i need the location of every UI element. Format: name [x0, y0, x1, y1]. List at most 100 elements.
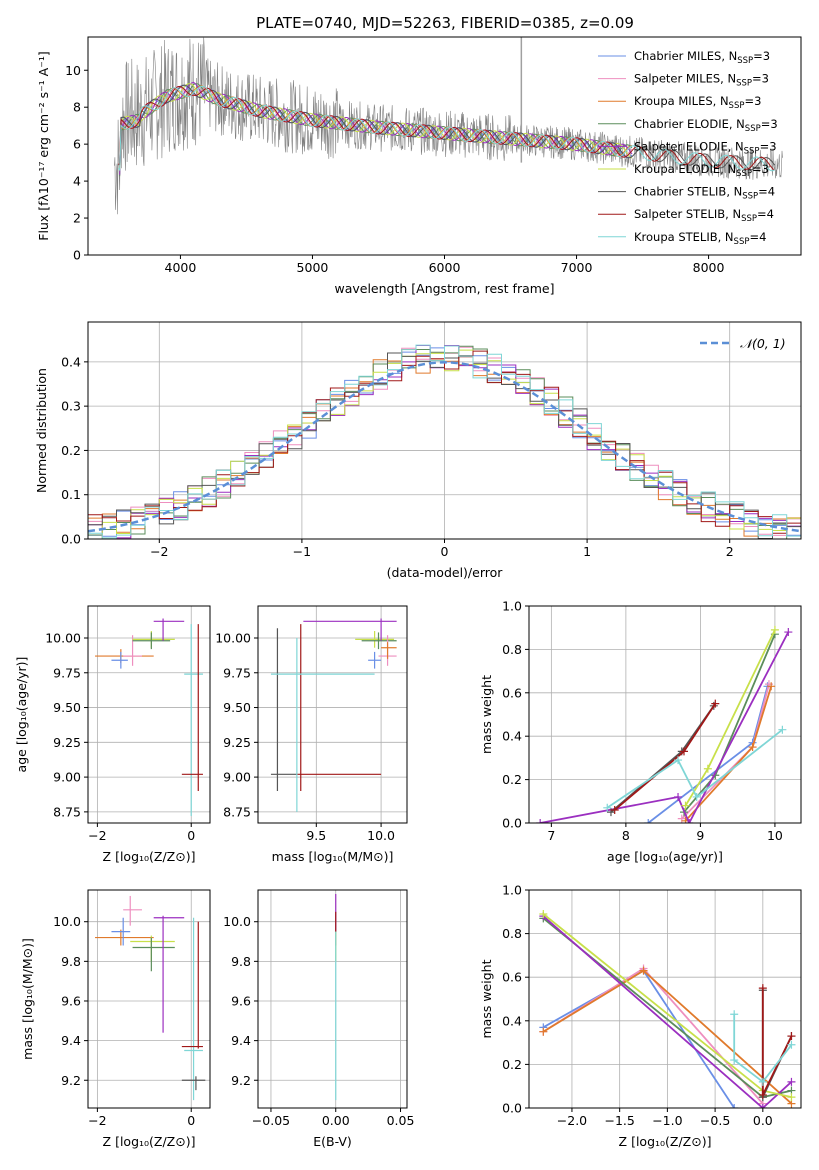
x-tick-label: −0.5	[700, 1113, 730, 1128]
y-tick-label: 9.6	[231, 993, 251, 1008]
chabrier_stelib-point	[270, 628, 297, 792]
y-tick-label: 0.1	[61, 487, 81, 502]
x-tick-label: 0.00	[322, 1113, 350, 1128]
y-axis-label: mass weight	[479, 675, 494, 754]
x-tick-label: −2	[88, 1113, 106, 1128]
kroupa_miles-point	[381, 642, 397, 659]
chabrier_elodie-model-line	[119, 83, 633, 177]
data-point-marker	[685, 819, 694, 823]
x-axis-label: Z [log₁₀(Z/Z⊙)]	[103, 1134, 196, 1149]
x-tick-label: 10	[767, 828, 783, 843]
y-tick-label: 9.00	[223, 770, 251, 785]
y-axis-label: mass weight	[479, 959, 494, 1038]
y-axis-label: age [log₁₀(age/yr)]	[14, 657, 29, 773]
y-axis-label: mass [log₁₀(M/M⊙)]	[20, 938, 35, 1060]
data-point-marker	[730, 1104, 739, 1108]
kroupa_elodie-series	[681, 625, 779, 810]
y-tick-label: 0.0	[61, 532, 81, 547]
data-point-marker	[730, 1010, 739, 1019]
x-tick-label: 0.05	[387, 1113, 415, 1128]
data-point-marker	[748, 743, 757, 752]
y-tick-label: 0.2	[502, 1057, 522, 1072]
x-tick-label: −2.0	[557, 1113, 587, 1128]
y-tick-label: 0.0	[502, 816, 522, 831]
x-tick-label: 2	[726, 544, 734, 559]
weight_vs_age-plot-area	[536, 625, 793, 823]
x-tick-label: 4000	[165, 260, 197, 275]
weight_vs_age-background	[529, 606, 801, 823]
mass_vs_z-frame	[87, 889, 211, 1109]
x-tick-label: −1.0	[652, 1113, 682, 1128]
x-tick-label: 0.0	[753, 1113, 773, 1128]
age_vs_mass-panel: 9.5 10.0 8.75 9.00 9.25 9.50 9.75 10.00 mass [lo…	[215, 605, 408, 864]
salpeter_stelib-histogram	[88, 350, 801, 534]
y-tick-label: 9.2	[61, 1073, 81, 1088]
x-axis-label: Z [log₁₀(Z/Z⊙)]	[619, 1134, 712, 1149]
residuals-plot-area	[88, 344, 801, 539]
y-tick-label: 8.75	[223, 804, 251, 819]
data-point-marker	[674, 756, 683, 765]
legend-entry-kroupa_stelib: Kroupa STELIB, NSSP=4	[634, 230, 766, 247]
x-tick-label: 8	[622, 828, 630, 843]
mass_vs_z-panel: −2 0 9.2 9.4 9.6 9.8 10.0 Z [log₁₀(Z/Z⊙)] mass […	[20, 889, 211, 1149]
x-axis-label: mass [log₁₀(M/M⊙)]	[272, 849, 394, 864]
age_vs_z-background	[88, 606, 210, 823]
salpeter_elodie-series	[536, 628, 793, 823]
y-tick-label: 0.6	[502, 970, 522, 985]
kroupa_miles-point	[95, 929, 154, 946]
kroupa_stelib-point	[184, 624, 203, 817]
spectrum-legend: Chabrier MILES, NSSP=3 Salpeter MILES, NS…	[598, 49, 778, 247]
data-point-marker	[784, 628, 793, 637]
x-axis-label: (data-model)/error	[387, 565, 504, 580]
y-tick-label: 9.00	[53, 770, 81, 785]
y-tick-label: 10.0	[53, 914, 81, 929]
data-point-marker	[681, 801, 690, 810]
x-tick-label: 5000	[297, 260, 329, 275]
chabrier_stelib-point	[181, 1076, 206, 1091]
age_vs_mass-frame	[257, 605, 408, 824]
x-axis-label: Z [log₁₀(Z/Z⊙)]	[103, 849, 196, 864]
y-tick-label: 0.0	[502, 1101, 522, 1116]
kroupa_miles-series	[539, 966, 796, 1108]
kroupa_stelib-point	[184, 917, 203, 1101]
x-tick-label: 0	[187, 1113, 195, 1128]
x-tick-label: 0	[441, 544, 449, 559]
y-tick-label: 0.8	[502, 926, 522, 941]
data-point-marker	[711, 699, 720, 708]
weight_vs_z-frame	[528, 889, 802, 1109]
weight_vs_z-panel: −2.0 −1.5 −1.0 −0.5 0.0 0.0 0.2 0.4 0.6 0.8 1.0 Z […	[479, 883, 802, 1149]
data-point-marker	[787, 1032, 796, 1041]
legend-entry-chabrier_miles: Chabrier MILES, NSSP=3	[634, 49, 770, 66]
x-tick-label: −1.5	[604, 1113, 634, 1128]
mass_vs_z-background	[88, 890, 210, 1108]
kroupa_stelib-histogram	[88, 344, 801, 539]
salpeter_elodie-point	[153, 915, 185, 1033]
x-tick-label: 10.0	[367, 828, 395, 843]
residuals-panel: −2 −1 0 1 2 0.0 0.1 0.2 0.3 0.4 (data-model)/error…	[34, 321, 802, 580]
mass_vs_ebv-panel: −0.05 0.00 0.05 9.2 9.4 9.6 9.8 10.0 E(B-V)	[223, 889, 415, 1149]
x-tick-label: −2	[88, 828, 106, 843]
legend-entry-chabrier_stelib: Chabrier STELIB, NSSP=4	[634, 185, 775, 202]
age_vs_mass-background	[258, 606, 407, 823]
kroupa_miles-model-line	[119, 85, 633, 172]
data-point-marker	[758, 984, 767, 993]
y-tick-label: 9.50	[53, 700, 81, 715]
spectrum-panel: 4000 5000 6000 7000 8000 0 2 4 6 8 10 wavelength [A…	[36, 36, 802, 296]
data-point-marker	[536, 819, 545, 823]
y-tick-label: 1.0	[502, 883, 522, 898]
kroupa_stelib-model-line	[118, 85, 775, 172]
mass_vs_ebv-frame	[257, 889, 408, 1109]
x-axis-label: E(B-V)	[313, 1134, 352, 1149]
data-point-marker	[703, 764, 712, 773]
chabrier_elodie-point	[132, 937, 175, 972]
spectrum-plot-area	[114, 37, 783, 215]
data-point-marker	[770, 625, 779, 634]
weight_vs_age-frame	[528, 605, 802, 824]
y-tick-label: 9.75	[53, 665, 81, 680]
y-tick-label: 10	[65, 63, 81, 78]
x-tick-label: 7000	[561, 260, 593, 275]
salpeter_elodie-point	[153, 618, 185, 641]
data-point-marker	[730, 1056, 739, 1065]
age_vs_z-plot-area	[95, 618, 203, 817]
salpeter_elodie-point	[303, 618, 397, 641]
